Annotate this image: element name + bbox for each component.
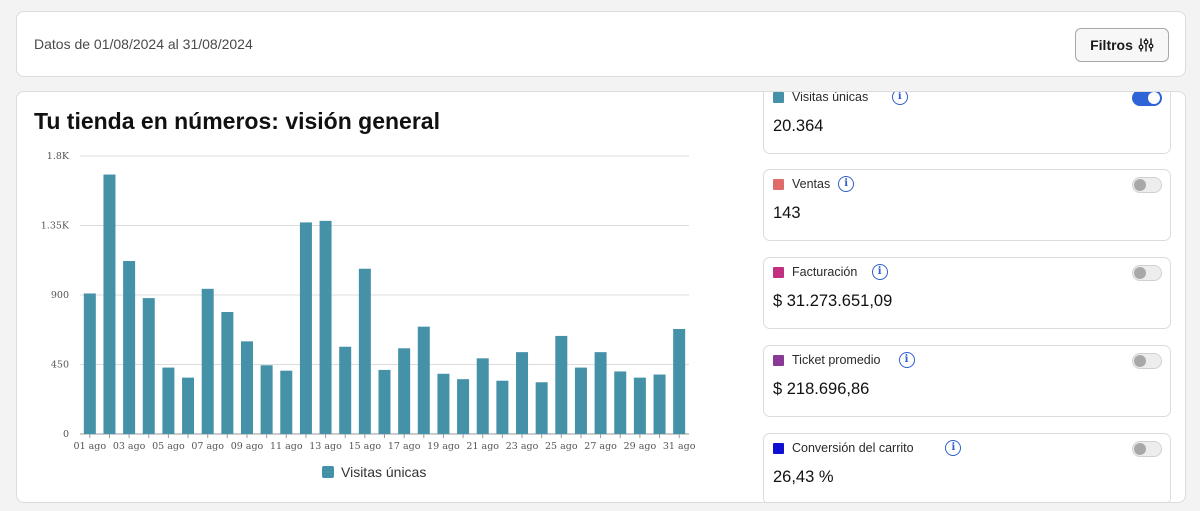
bar-08-ago[interactable]	[221, 311, 234, 434]
metric-toggle[interactable]	[1132, 265, 1162, 281]
x-tick-label: 31 ago	[663, 441, 696, 452]
bar-26-ago[interactable]	[574, 367, 587, 434]
metric-card: Facturación i $ 31.273.651,09	[763, 257, 1171, 329]
metric-card: Ticket promedio i $ 218.696,86	[763, 345, 1171, 417]
toggle-knob	[1134, 355, 1146, 367]
y-tick-label: 1.35K	[41, 221, 70, 232]
info-icon[interactable]: i	[945, 440, 962, 456]
legend-label: Visitas únicas	[341, 464, 427, 480]
metric-card: Visitas únicas i 20.364	[763, 91, 1171, 154]
x-tick-label: 29 ago	[624, 441, 657, 452]
bar-31-ago[interactable]	[673, 328, 686, 434]
metric-toggle[interactable]	[1132, 177, 1162, 193]
toggle-knob	[1134, 179, 1146, 191]
bar-02-ago[interactable]	[103, 174, 116, 434]
x-tick-label: 05 ago	[152, 441, 185, 452]
bar-09-ago[interactable]	[240, 341, 253, 434]
bar-29-ago[interactable]	[633, 377, 646, 434]
metric-value: $ 31.273.651,09	[773, 292, 893, 310]
info-icon[interactable]: i	[871, 264, 888, 280]
metric-color-swatch	[773, 443, 784, 454]
chart-legend[interactable]: Visitas únicas	[322, 464, 426, 480]
metric-value: 26,43 %	[773, 468, 834, 486]
bar-24-ago[interactable]	[535, 382, 548, 434]
metric-toggle[interactable]	[1132, 353, 1162, 369]
x-tick-label: 09 ago	[231, 441, 264, 452]
bar-13-ago[interactable]	[319, 220, 332, 434]
bar-07-ago[interactable]	[201, 288, 214, 434]
bar-27-ago[interactable]	[594, 352, 607, 434]
bar-14-ago[interactable]	[339, 346, 352, 434]
bar-12-ago[interactable]	[299, 222, 312, 434]
metric-card: Ventas i 143	[763, 169, 1171, 241]
x-tick-label: 27 ago	[584, 441, 617, 452]
bar-11-ago[interactable]	[280, 370, 293, 434]
x-tick-label: 17 ago	[388, 441, 421, 452]
metric-toggle[interactable]	[1132, 92, 1162, 106]
bar-10-ago[interactable]	[260, 365, 273, 434]
bar-18-ago[interactable]	[417, 326, 430, 434]
metric-color-swatch	[773, 355, 784, 366]
x-tick-label: 23 ago	[506, 441, 539, 452]
metric-toggle[interactable]	[1132, 441, 1162, 457]
y-tick-label: 450	[51, 360, 69, 371]
y-tick-label: 0	[63, 429, 69, 440]
unique-visits-bar-chart: 0 450 900 1.35K 1.8K 01 ago 03 ago 05 ago 07 ago…	[41, 151, 696, 452]
filters-button-label: Filtros	[1090, 37, 1133, 53]
filters-button[interactable]: Filtros	[1075, 28, 1169, 62]
bar-25-ago[interactable]	[555, 335, 568, 434]
x-tick-label: 15 ago	[349, 441, 382, 452]
bar-15-ago[interactable]	[358, 268, 371, 434]
metric-value: 143	[773, 204, 801, 222]
bar-19-ago[interactable]	[437, 373, 450, 434]
x-tick-label: 13 ago	[309, 441, 342, 452]
bar-23-ago[interactable]	[516, 352, 529, 434]
bar-21-ago[interactable]	[476, 358, 489, 434]
date-filter-bar: Datos de 01/08/2024 al 31/08/2024 Filtro…	[16, 11, 1186, 77]
x-tick-label: 11 ago	[270, 441, 303, 452]
date-range-text: Datos de 01/08/2024 al 31/08/2024	[34, 36, 253, 52]
metric-label: Ventas	[792, 177, 831, 191]
x-tick-label: 01 ago	[74, 441, 107, 452]
metric-label: Ticket promedio	[792, 353, 881, 367]
metrics-list: Visitas únicas i 20.364 Ventas i 143 Facturaci…	[763, 91, 1185, 502]
x-tick-label: 19 ago	[427, 441, 460, 452]
bar-28-ago[interactable]	[614, 371, 627, 434]
bar-06-ago[interactable]	[182, 377, 195, 434]
x-tick-label: 21 ago	[466, 441, 499, 452]
metric-color-swatch	[773, 92, 784, 103]
panel-title: Tu tienda en números: visión general	[34, 108, 440, 134]
x-tick-label: 07 ago	[191, 441, 224, 452]
x-tick-label: 25 ago	[545, 441, 578, 452]
toggle-knob	[1134, 267, 1146, 279]
legend-swatch	[322, 466, 334, 478]
info-icon[interactable]: i	[891, 92, 908, 105]
info-icon[interactable]: i	[898, 352, 915, 368]
y-tick-label: 1.8K	[47, 151, 70, 162]
bar-01-ago[interactable]	[83, 293, 96, 434]
bar-17-ago[interactable]	[398, 348, 411, 434]
bar-20-ago[interactable]	[457, 379, 470, 434]
metric-color-swatch	[773, 179, 784, 190]
bar-30-ago[interactable]	[653, 374, 666, 434]
metric-card: Conversión del carrito i 26,43 %	[763, 433, 1171, 502]
bar-03-ago[interactable]	[123, 261, 136, 434]
metric-value: 20.364	[773, 117, 824, 135]
metric-color-swatch	[773, 267, 784, 278]
metric-label: Visitas únicas	[792, 91, 869, 104]
toggle-knob	[1148, 92, 1160, 104]
info-icon[interactable]: i	[838, 176, 855, 192]
bar-22-ago[interactable]	[496, 380, 509, 434]
overview-panel: Tu tienda en números: visión general 0 45…	[16, 91, 1186, 503]
toggle-knob	[1134, 443, 1146, 455]
bar-04-ago[interactable]	[142, 298, 155, 434]
sliders-icon	[1138, 38, 1154, 52]
y-tick-label: 900	[51, 290, 69, 301]
metric-value: $ 218.696,86	[773, 380, 870, 398]
metric-label: Conversión del carrito	[792, 441, 914, 455]
bar-05-ago[interactable]	[162, 367, 175, 434]
bar-16-ago[interactable]	[378, 369, 391, 434]
x-tick-label: 03 ago	[113, 441, 146, 452]
metric-label: Facturación	[792, 265, 858, 279]
